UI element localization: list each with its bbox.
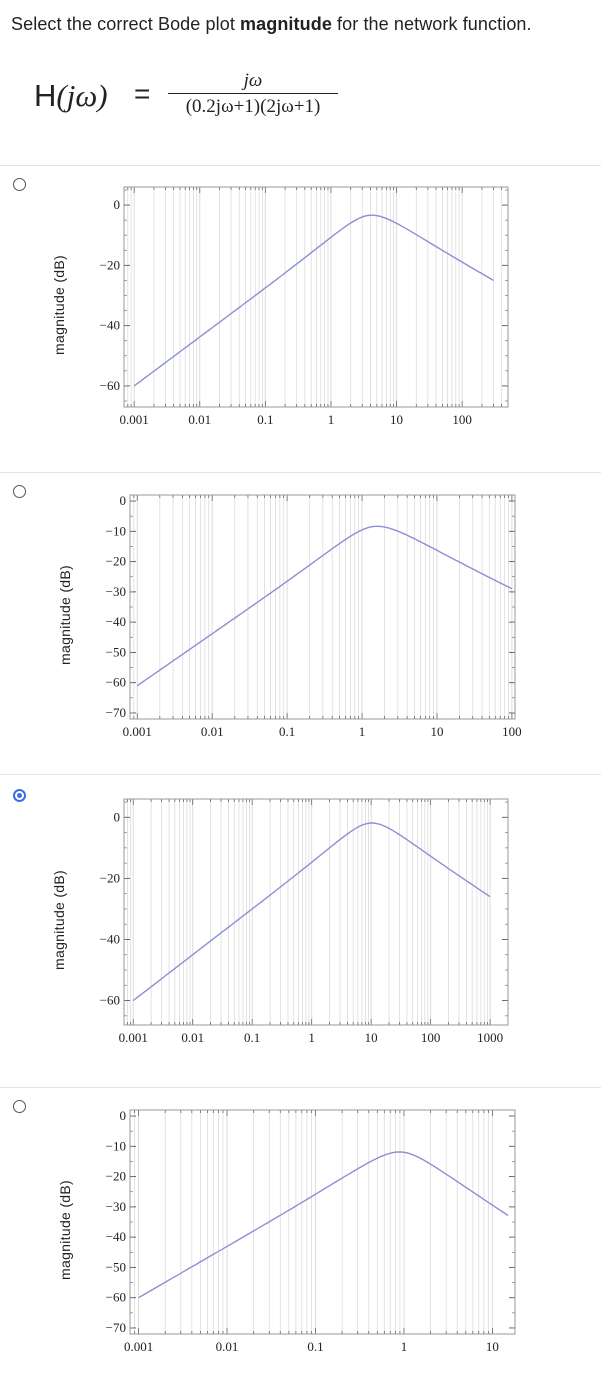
y-tick-label: −60 (106, 675, 126, 690)
radio-button[interactable] (13, 1100, 26, 1113)
bode-plot: 0 −10 −20 −30 −40 −50 −60 −70 0.001 0.01 0.1 1 10 mag… (50, 1102, 530, 1377)
plot-frame (123, 798, 509, 1026)
x-tick-label: 1 (359, 724, 366, 739)
x-tick-label: 0.1 (307, 1339, 323, 1354)
y-tick-label: −20 (106, 554, 126, 569)
y-tick-label: −60 (100, 993, 120, 1008)
radio-button[interactable] (13, 789, 26, 802)
y-tick-label: −40 (106, 614, 126, 629)
x-tick-label: 100 (452, 412, 472, 427)
x-tick-label: 0.1 (279, 724, 295, 739)
answer-option-3[interactable]: 0 −20 −40 −60 0.001 0.01 0.1 1 10 100 1000 magnitud… (0, 775, 601, 1087)
x-tick-label: 1000 (477, 1030, 503, 1045)
y-tick-label: −20 (106, 1169, 126, 1184)
y-axis-label: magnitude (dB) (51, 870, 67, 970)
y-tick-label: −60 (106, 1290, 126, 1305)
x-tick-label: 0.01 (188, 412, 211, 427)
x-tick-label: 0.001 (124, 1339, 153, 1354)
magnitude-curve (133, 214, 494, 387)
x-tick-label: 10 (430, 724, 443, 739)
radio-button[interactable] (13, 485, 26, 498)
formula-fraction: jω (0.2jω+1)(2jω+1) (168, 70, 338, 118)
y-tick-label: −40 (100, 318, 120, 333)
y-tick-label: −20 (100, 257, 120, 272)
network-function-formula: H(jω) = jω (0.2jω+1)(2jω+1) (34, 70, 354, 130)
separator (0, 1087, 601, 1088)
magnitude-curve (136, 525, 513, 687)
x-tick-label: 100 (421, 1030, 441, 1045)
y-tick-label: −30 (106, 1199, 126, 1214)
x-tick-label: 0.1 (257, 412, 273, 427)
x-tick-label: 0.001 (120, 412, 149, 427)
y-tick-label: 0 (114, 809, 121, 824)
bode-plot-svg: 0 −20 −40 −60 0.001 0.01 0.1 1 10 100 1000 magnitud… (51, 798, 509, 1045)
y-tick-label: 0 (120, 1108, 127, 1123)
bode-plot: 0 −20 −40 −60 0.001 0.01 0.1 1 10 100 magnitude (d… (50, 180, 520, 453)
magnitude-curve (138, 1151, 509, 1299)
answer-option-1[interactable]: 0 −20 −40 −60 0.001 0.01 0.1 1 10 100 magnitude (d… (0, 166, 601, 472)
y-axis-label: magnitude (dB) (57, 565, 73, 665)
x-tick-label: 1 (308, 1030, 315, 1045)
y-tick-label: −60 (100, 378, 120, 393)
formula-denominator: (0.2jω+1)(2jω+1) (185, 96, 321, 117)
plot-frame (123, 186, 509, 408)
y-tick-label: −70 (106, 1320, 126, 1335)
y-axis-label: magnitude (dB) (51, 255, 67, 355)
radio-button[interactable] (13, 178, 26, 191)
y-tick-label: 0 (114, 197, 121, 212)
x-tick-label: 0.001 (119, 1030, 148, 1045)
x-tick-label: 10 (486, 1339, 499, 1354)
x-tick-label: 100 (502, 724, 522, 739)
bode-plot: 0 −10 −20 −30 −40 −50 −60 −70 0.001 0.01 0.1 1 10 100… (50, 487, 530, 762)
bode-plot-svg: 0 −10 −20 −30 −40 −50 −60 −70 0.001 0.01 0.1 1 10 mag… (57, 1108, 516, 1354)
y-tick-label: −50 (106, 1259, 126, 1274)
separator (0, 165, 601, 166)
formula-numerator: jω (243, 70, 263, 91)
formula-equals: = (134, 78, 151, 109)
x-tick-label: 0.001 (123, 724, 152, 739)
y-tick-label: −10 (106, 523, 126, 538)
separator (0, 774, 601, 775)
x-tick-label: 0.1 (244, 1030, 260, 1045)
y-tick-label: −20 (100, 870, 120, 885)
y-tick-label: −40 (106, 1229, 126, 1244)
y-tick-label: −50 (106, 644, 126, 659)
y-tick-label: −10 (106, 1138, 126, 1153)
separator (0, 472, 601, 473)
answer-option-4[interactable]: 0 −10 −20 −30 −40 −50 −60 −70 0.001 0.01 0.1 1 10 mag… (0, 1088, 601, 1387)
fraction-bar (168, 93, 338, 94)
bode-plot: 0 −20 −40 −60 0.001 0.01 0.1 1 10 100 1000 magnitud… (50, 791, 520, 1074)
y-tick-label: −70 (106, 705, 126, 720)
magnitude-curve (132, 822, 491, 1002)
answer-option-2[interactable]: 0 −10 −20 −30 −40 −50 −60 −70 0.001 0.01 0.1 1 10 100… (0, 473, 601, 774)
x-tick-label: 0.01 (201, 724, 224, 739)
x-tick-label: 0.01 (216, 1339, 239, 1354)
x-tick-label: 1 (401, 1339, 408, 1354)
x-tick-label: 10 (365, 1030, 378, 1045)
formula-lhs: H(jω) (34, 78, 108, 113)
x-tick-label: 10 (390, 412, 403, 427)
y-tick-label: −30 (106, 584, 126, 599)
x-tick-label: 1 (328, 412, 335, 427)
y-axis-label: magnitude (dB) (57, 1180, 73, 1280)
y-tick-label: −40 (100, 931, 120, 946)
x-tick-label: 0.01 (181, 1030, 204, 1045)
bode-plot-svg: 0 −20 −40 −60 0.001 0.01 0.1 1 10 100 magnitude (d… (51, 186, 509, 427)
question-text: Select the correct Bode plot magnitude f… (11, 14, 532, 34)
bode-plot-svg: 0 −10 −20 −30 −40 −50 −60 −70 0.001 0.01 0.1 1 10 100… (57, 493, 522, 739)
y-tick-label: 0 (120, 493, 127, 508)
